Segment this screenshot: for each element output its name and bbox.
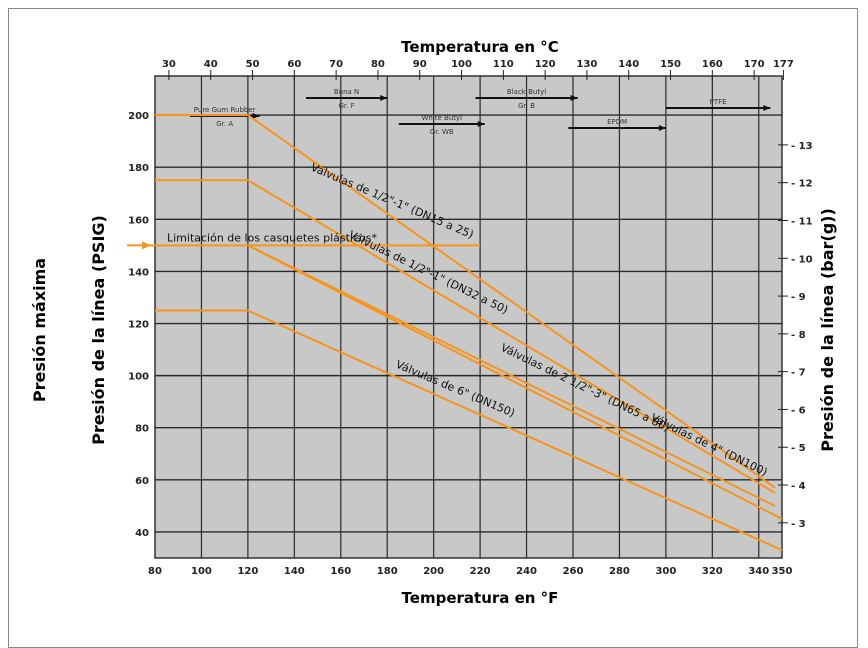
series-line [247, 244, 783, 520]
material-sublabel: Gr. WB [430, 128, 454, 136]
top-tick-label: 110 [493, 59, 514, 70]
material-sublabel: Gr. A [216, 120, 233, 128]
y-tick-label: 60 [135, 476, 149, 487]
y-axis-outer-title: Presión máxima [30, 258, 49, 402]
right-tick-label: - 3 [791, 519, 806, 530]
right-tick-label: - 10 [791, 254, 813, 265]
top-tick-label: 60 [287, 59, 301, 70]
axis-ticks: 80 100 120 140 160 180 200 220 240 260 280 300 320 34… [128, 59, 812, 577]
x-tick-label: 100 [191, 566, 212, 577]
right-tick-label: - 5 [791, 443, 806, 454]
chart-svg: Pure Gum Rubber Gr. A Buna N Gr. F White But… [30, 38, 837, 607]
y-tick-label: 40 [135, 528, 149, 539]
right-tick-label: - 12 [791, 179, 813, 190]
y-tick-label: 180 [128, 163, 149, 174]
x-tick-label: 240 [516, 566, 537, 577]
top-tick-label: 130 [576, 59, 597, 70]
x-axis-title: Temperatura en °F [402, 589, 559, 607]
top-axis-title: Temperatura en °C [401, 38, 559, 56]
right-tick-label: - 8 [791, 330, 806, 341]
material-label: White Butyl [421, 114, 462, 122]
right-tick-label: - 13 [791, 141, 813, 152]
material-sublabel: Gr. F [339, 102, 355, 110]
y-tick-label: 80 [135, 424, 149, 435]
x-tick-label: 220 [470, 566, 491, 577]
top-tick-label: 30 [162, 59, 176, 70]
top-tick-label: 170 [744, 59, 765, 70]
x-tick-label: 260 [563, 566, 584, 577]
series-line [247, 244, 776, 507]
right-tick-label: - 7 [791, 368, 806, 379]
material-arrow-icon [570, 95, 578, 101]
right-tick-label: - 6 [791, 405, 806, 416]
material-label: EPDM [607, 118, 627, 126]
material-arrow-icon [380, 95, 388, 101]
right-tick-label: - 9 [791, 292, 806, 303]
top-tick-label: 80 [371, 59, 385, 70]
x-tick-label: 280 [609, 566, 630, 577]
x-tick-label: 300 [655, 566, 676, 577]
limit-label: Limitación de los casquetes plásticos* [167, 231, 378, 244]
material-label: Buna N [334, 88, 359, 96]
y-tick-label: 200 [128, 111, 149, 122]
top-tick-label: 177 [773, 59, 794, 70]
y-axis-right-title: Presión de la línea (bar(g)) [818, 208, 837, 452]
series-line [155, 179, 776, 494]
plot-area [154, 75, 783, 559]
x-tick-label: 200 [423, 566, 444, 577]
y-tick-label: 100 [128, 372, 149, 383]
x-tick-label: 180 [377, 566, 398, 577]
material-ranges: Pure Gum Rubber Gr. A Buna N Gr. F White But… [189, 88, 771, 136]
top-tick-label: 40 [204, 59, 218, 70]
y-tick-label: 140 [128, 267, 149, 278]
right-tick-label: - 4 [791, 481, 806, 492]
top-tick-label: 90 [413, 59, 427, 70]
x-tick-label: 160 [330, 566, 351, 577]
material-label: Pure Gum Rubber [194, 106, 256, 114]
series-line [155, 114, 776, 489]
x-tick-label: 140 [284, 566, 305, 577]
y-tick-label: 160 [128, 215, 149, 226]
material-arrow-icon [658, 125, 666, 131]
limit-arrow-icon [142, 241, 151, 250]
y-tick-label: 120 [128, 320, 149, 331]
x-tick-label: 80 [148, 566, 162, 577]
right-tick-label: - 11 [791, 216, 813, 227]
top-tick-label: 70 [329, 59, 343, 70]
material-label: Black Butyl [507, 88, 546, 96]
x-tick-label: 320 [702, 566, 723, 577]
series-lines [127, 114, 783, 552]
material-arrow-icon [763, 105, 771, 111]
y-axis-title: Presión de la línea (PSIG) [89, 215, 108, 445]
x-tick-label: 340 [748, 566, 769, 577]
series-line [155, 309, 783, 552]
material-label: PTFE [710, 98, 727, 106]
material-arrow-icon [477, 121, 485, 127]
top-tick-label: 120 [535, 59, 556, 70]
x-tick-label: 350 [772, 566, 793, 577]
top-tick-label: 160 [702, 59, 723, 70]
x-tick-label: 120 [237, 566, 258, 577]
top-tick-label: 140 [618, 59, 639, 70]
material-arrow-icon [252, 113, 260, 119]
material-sublabel: Gr. B [518, 102, 535, 110]
top-tick-label: 100 [451, 59, 472, 70]
top-tick-label: 150 [660, 59, 681, 70]
top-tick-label: 50 [246, 59, 260, 70]
